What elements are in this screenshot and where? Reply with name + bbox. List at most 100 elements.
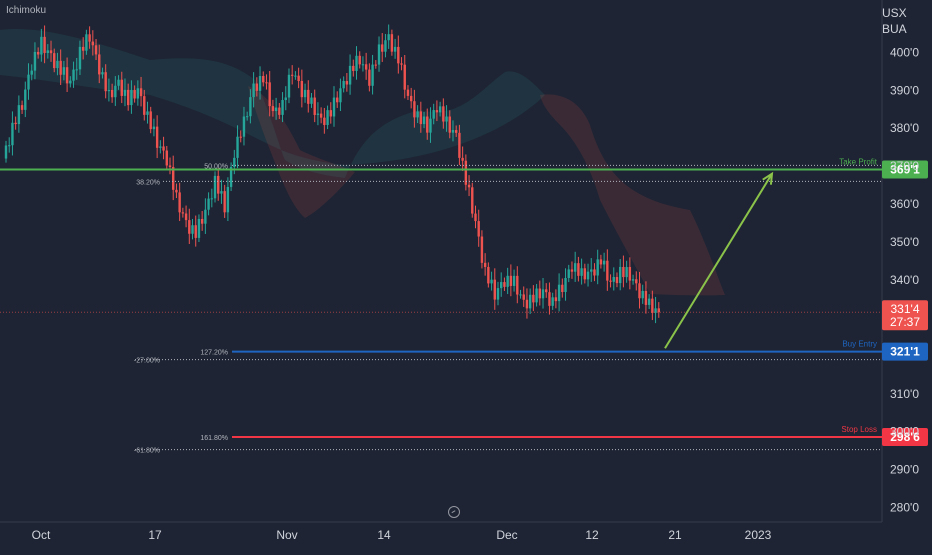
candle-body xyxy=(409,95,413,102)
candle-body xyxy=(570,269,574,272)
candle-body xyxy=(561,284,564,292)
fib-level-label: -27.00% xyxy=(134,358,160,365)
price-level-tag xyxy=(882,160,928,179)
candle-body xyxy=(548,292,551,306)
currency-line-1: USX xyxy=(882,6,907,20)
candle-body xyxy=(49,50,53,54)
candle-body xyxy=(255,83,259,91)
candle-body xyxy=(281,100,284,115)
candle-body xyxy=(310,97,313,104)
candle-body xyxy=(56,60,59,69)
x-axis-tick-label: Oct xyxy=(32,528,51,542)
candle-body xyxy=(516,275,519,295)
y-axis-tick-label: 280'0 xyxy=(890,501,919,515)
candle-body xyxy=(615,277,619,284)
candle-body xyxy=(24,89,27,110)
candle-body xyxy=(27,74,30,90)
candle-body xyxy=(622,266,625,278)
fib-level-label: 127.20% xyxy=(200,350,228,357)
candle-body xyxy=(204,209,207,224)
candle-body xyxy=(262,75,265,83)
candle-body xyxy=(69,80,72,84)
candle-body xyxy=(631,279,635,281)
candle-body xyxy=(233,157,236,167)
candle-body xyxy=(393,46,397,52)
candles xyxy=(4,24,660,324)
candle-body xyxy=(384,40,387,52)
candle-body xyxy=(278,107,281,115)
candle-body xyxy=(91,41,95,46)
candle-body xyxy=(429,118,432,133)
candle-body xyxy=(406,89,410,96)
x-axis-tick-label: 2023 xyxy=(745,528,772,542)
candle-body xyxy=(381,44,384,52)
y-axis-tick-label: 400'0 xyxy=(890,45,919,59)
x-axis-tick-label: Nov xyxy=(276,528,297,542)
candle-body xyxy=(355,55,358,71)
candle-body xyxy=(641,290,644,299)
current-price-value: 331'4 xyxy=(891,302,920,316)
x-axis-tick-label: 21 xyxy=(668,528,682,542)
indicator-label: Ichimoku xyxy=(6,5,47,16)
candle-body xyxy=(307,89,310,104)
projection-arrow xyxy=(664,173,773,349)
candle-body xyxy=(573,263,577,272)
candle-body xyxy=(252,83,255,98)
y-axis-tick-label: 370'0 xyxy=(890,159,919,173)
candle-body xyxy=(545,289,548,293)
candle-body xyxy=(471,187,474,214)
candle-body xyxy=(329,110,332,117)
fib-level-label: 161.80% xyxy=(200,435,228,442)
candle-body xyxy=(210,198,214,200)
candle-body xyxy=(213,175,217,199)
candle-body xyxy=(226,186,230,213)
candle-body xyxy=(625,267,628,278)
x-axis-tick-label: 17 xyxy=(148,528,162,542)
candle-body xyxy=(143,96,146,115)
candle-body xyxy=(98,54,101,75)
candle-body xyxy=(638,283,641,299)
price-level-label: Buy Entry xyxy=(842,340,877,349)
candle-body xyxy=(477,221,480,237)
navigation-icon[interactable] xyxy=(448,506,460,518)
candle-body xyxy=(345,80,349,85)
candle-body xyxy=(403,64,406,90)
candle-body xyxy=(287,74,291,98)
candle-body xyxy=(191,225,194,234)
candle-body xyxy=(236,136,239,158)
candle-body xyxy=(217,175,220,194)
candle-body xyxy=(178,192,181,213)
candle-body xyxy=(368,69,371,86)
candle-body xyxy=(17,105,21,125)
candle-body xyxy=(172,167,175,190)
candle-body xyxy=(75,69,78,71)
candle-body xyxy=(126,89,130,106)
candle-body xyxy=(258,75,262,91)
candle-body xyxy=(535,288,538,303)
candle-body xyxy=(532,294,535,303)
candle-body xyxy=(72,69,75,81)
y-axis-tick-label: 390'0 xyxy=(890,83,919,97)
candle-body xyxy=(422,116,426,125)
candle-body xyxy=(271,106,275,112)
candle-body xyxy=(490,279,493,284)
ichimoku-cloud-bullish xyxy=(0,29,545,178)
candle-body xyxy=(36,51,40,55)
candle-body xyxy=(220,191,223,194)
candle-body xyxy=(265,82,268,84)
price-level-label: Stop Loss xyxy=(841,425,877,434)
candle-body xyxy=(590,269,593,272)
price-level-label: Take Profit xyxy=(839,158,878,167)
candle-body xyxy=(136,88,140,99)
candle-body xyxy=(152,126,156,130)
candle-body xyxy=(506,275,509,287)
candle-body xyxy=(438,106,442,113)
candle-body xyxy=(451,130,455,133)
candle-body xyxy=(480,236,484,263)
candle-body xyxy=(538,288,542,299)
candle-body xyxy=(461,157,464,161)
candle-body xyxy=(435,110,439,113)
candle-body xyxy=(493,279,496,300)
